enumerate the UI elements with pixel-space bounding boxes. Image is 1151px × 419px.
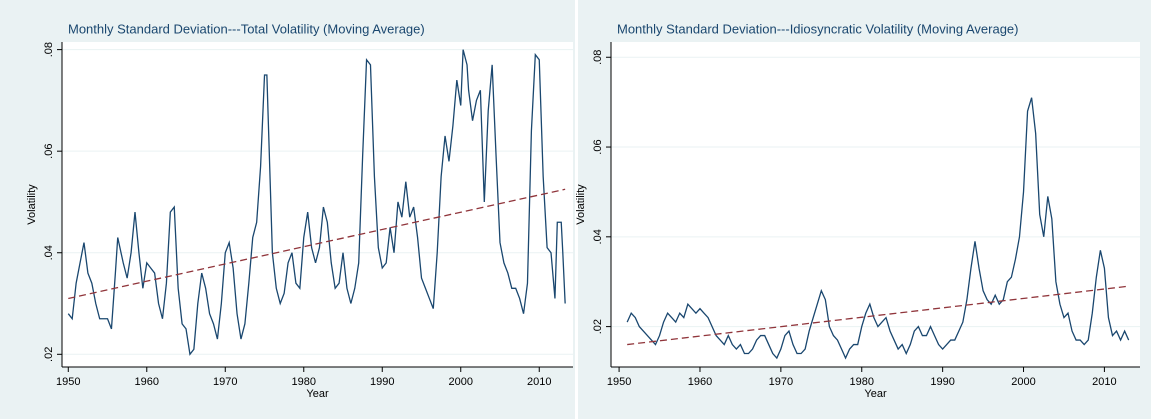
x-tick-label: 2010 <box>1092 376 1116 388</box>
y-axis-label: Volatility <box>26 184 38 225</box>
x-tick-label: 1970 <box>213 376 237 388</box>
data-line <box>67 49 566 356</box>
y-tick-label: .04 <box>592 229 604 244</box>
x-tick-label: 1990 <box>930 376 954 388</box>
x-tick-label: 2000 <box>1011 376 1035 388</box>
trend-line <box>627 285 1129 346</box>
x-tick-label: 1970 <box>769 376 793 388</box>
y-tick-label: .02 <box>592 319 604 334</box>
x-axis-label: Year <box>864 388 887 400</box>
data-line <box>626 97 1130 360</box>
y-tick-label: .06 <box>43 144 55 159</box>
x-tick-label: 1980 <box>850 376 874 388</box>
chart-title: Monthly Standard Deviation---Total Volat… <box>68 21 425 36</box>
y-tick-label: .08 <box>592 50 604 65</box>
plot-area <box>611 42 1140 367</box>
x-tick-label: 1950 <box>56 376 80 388</box>
chart-title: Monthly Standard Deviation---Idiosyncrat… <box>617 21 1019 36</box>
y-tick-label: .08 <box>43 42 55 57</box>
x-tick-label: 2000 <box>449 376 473 388</box>
x-tick-label: 1980 <box>292 376 316 388</box>
plot-area <box>62 42 573 367</box>
x-tick-label: 1950 <box>607 376 631 388</box>
y-axis-label: Volatility <box>575 184 587 225</box>
x-tick-label: 1990 <box>370 376 394 388</box>
y-tick-label: .04 <box>43 245 55 260</box>
x-tick-label: 1960 <box>135 376 159 388</box>
x-axis-label: Year <box>306 388 329 400</box>
x-tick-label: 1960 <box>688 376 712 388</box>
x-tick-label: 2010 <box>527 376 551 388</box>
trend-line <box>68 188 566 300</box>
y-tick-label: .02 <box>43 347 55 362</box>
y-tick-label: .06 <box>592 139 604 154</box>
